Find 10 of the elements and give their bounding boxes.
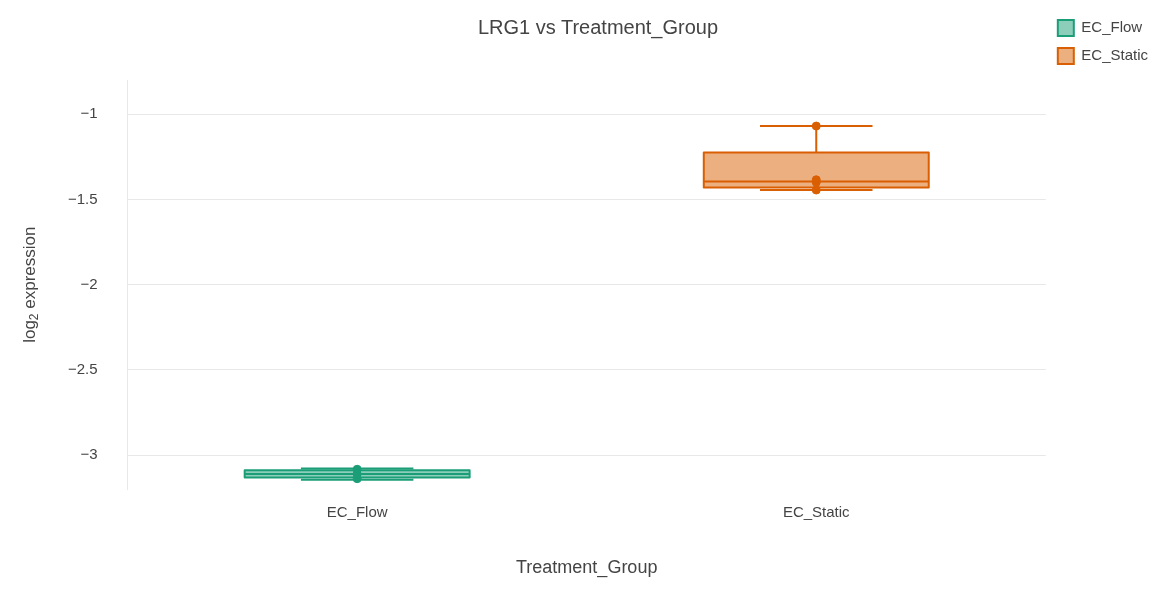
y-tick-label: −3 — [80, 445, 98, 463]
y-tick-label: −2.5 — [67, 360, 98, 378]
chart-title: LRG1 vs Treatment_Group — [477, 15, 719, 39]
y-tick-label: −1.5 — [67, 189, 98, 207]
y-tick-label: −1 — [80, 104, 98, 122]
legend-label: EC_Static — [1081, 46, 1149, 64]
y-tick-label: −2 — [80, 274, 98, 292]
y-axis-title: log2 expression — [19, 226, 42, 343]
x-axis-title: Treatment_Group — [516, 557, 658, 579]
legend-label: EC_Flow — [1081, 18, 1143, 36]
